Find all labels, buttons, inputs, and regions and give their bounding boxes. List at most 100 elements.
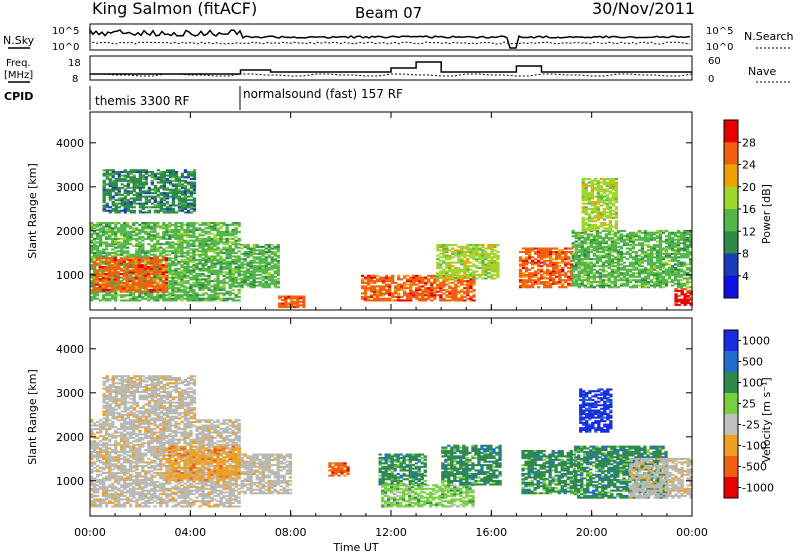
echo-cell xyxy=(484,254,488,257)
echo-cell xyxy=(95,257,99,260)
echo-cell xyxy=(222,266,226,269)
echo-cell xyxy=(590,204,594,207)
echo-cell xyxy=(415,297,419,300)
echo-cell xyxy=(164,288,168,291)
echo-cell xyxy=(372,288,377,291)
echo-cell xyxy=(518,256,523,259)
echo-cell xyxy=(144,179,148,182)
echo-cell xyxy=(231,292,235,295)
echo-cell xyxy=(186,266,190,269)
echo-cell xyxy=(186,281,190,284)
echo-cell xyxy=(159,243,163,246)
echo-cell xyxy=(574,254,578,257)
echo-cell xyxy=(234,269,238,272)
echo-cell xyxy=(584,222,588,225)
echo-cell xyxy=(234,299,238,302)
echo-cell xyxy=(149,271,153,274)
echo-cell xyxy=(126,230,130,233)
echo-cell xyxy=(613,284,617,287)
echo-cell xyxy=(586,273,590,276)
echo-cell xyxy=(577,242,581,245)
echo-cell xyxy=(135,295,139,298)
echo-cell xyxy=(646,235,651,238)
echo-cell xyxy=(216,273,220,276)
echo-cell xyxy=(252,258,256,261)
echo-cell xyxy=(105,292,109,295)
echo-cell xyxy=(149,283,153,286)
echo-cell xyxy=(634,281,639,284)
echo-cell xyxy=(126,250,130,253)
echo-cell xyxy=(445,270,449,273)
echo-cell xyxy=(442,268,446,271)
echo-cell xyxy=(587,225,591,228)
echo-cell xyxy=(667,277,672,280)
echo-cell xyxy=(658,265,663,268)
echo-cell xyxy=(587,218,591,221)
echo-cell xyxy=(222,248,226,251)
echo-cell xyxy=(225,237,229,240)
echo-cell xyxy=(222,232,226,235)
echo-cell xyxy=(171,262,175,265)
echo-cell xyxy=(596,207,600,210)
echo-cell xyxy=(150,230,154,233)
echo-cell xyxy=(599,211,603,214)
echo-cell xyxy=(564,256,568,259)
echo-cell xyxy=(646,263,651,266)
freq-tick-lo: 8 xyxy=(72,74,78,85)
echo-cell xyxy=(96,229,100,232)
echo-cell xyxy=(631,265,636,268)
plot-title: King Salmon (fitACF) xyxy=(92,0,257,18)
echo-cell xyxy=(183,176,188,179)
echo-cell xyxy=(622,242,627,245)
echo-cell xyxy=(111,195,115,198)
echo-cell xyxy=(677,282,681,285)
echo-cell xyxy=(96,225,100,228)
echo-cell xyxy=(171,276,175,279)
echo-cell xyxy=(153,190,157,193)
echo-cell xyxy=(427,290,431,293)
echo-cell xyxy=(201,244,205,247)
echo-cell xyxy=(640,231,645,234)
echo-cell xyxy=(111,239,115,242)
echo-cell xyxy=(249,247,253,250)
echo-cell xyxy=(168,294,172,297)
echo-cell xyxy=(610,273,614,276)
echo-cell xyxy=(117,209,121,212)
echo-cell xyxy=(165,299,169,302)
echo-cell xyxy=(155,271,159,274)
echo-cell xyxy=(180,172,185,175)
echo-cell xyxy=(258,259,262,262)
echo-cell xyxy=(403,287,407,290)
echo-cell xyxy=(228,273,232,276)
echo-cell xyxy=(616,252,621,255)
echo-cell xyxy=(126,243,130,246)
echo-cell xyxy=(204,269,208,272)
echo-cell xyxy=(658,231,663,234)
echo-cell xyxy=(156,250,160,253)
echo-cell xyxy=(270,266,274,269)
echo-cell xyxy=(592,240,596,243)
echo-cell xyxy=(171,250,175,253)
echo-cell xyxy=(122,281,126,284)
echo-cell xyxy=(661,229,666,232)
echo-cell xyxy=(141,227,145,230)
echo-cell xyxy=(570,251,574,254)
echo-cell xyxy=(601,237,605,240)
echo-cell xyxy=(138,241,142,244)
echo-cell xyxy=(243,252,247,255)
echo-cell xyxy=(144,183,148,186)
echo-cell xyxy=(602,195,606,198)
echo-cell xyxy=(689,231,693,234)
echo-cell xyxy=(521,273,526,276)
echo-cell xyxy=(222,281,226,284)
echo-cell xyxy=(240,277,244,280)
echo-cell xyxy=(484,270,488,273)
echo-cell xyxy=(110,264,114,267)
echo-cell xyxy=(183,260,187,263)
echo-cell xyxy=(604,284,608,287)
echo-cell xyxy=(264,256,268,259)
echo-cell xyxy=(92,267,96,270)
echo-cell xyxy=(586,268,590,271)
echo-cell xyxy=(599,204,603,207)
echo-cell xyxy=(590,227,594,230)
